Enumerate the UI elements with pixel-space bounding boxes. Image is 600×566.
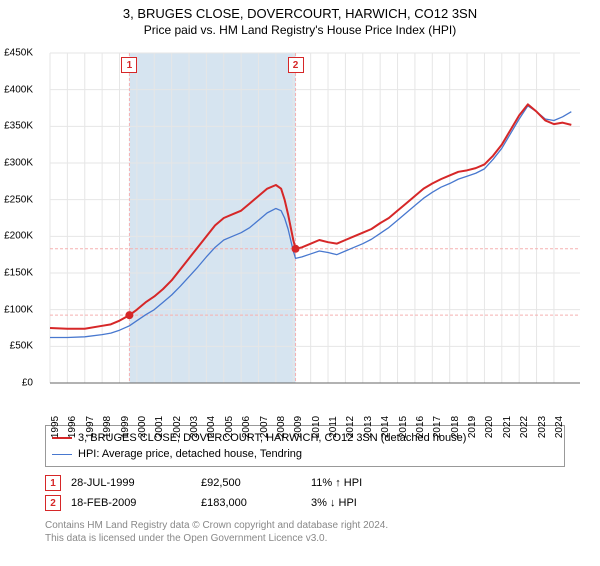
- x-axis-label: 2019: [467, 416, 478, 438]
- x-axis-label: 2000: [137, 416, 148, 438]
- x-axis-label: 2017: [432, 416, 443, 438]
- x-axis-label: 1997: [85, 416, 96, 438]
- y-axis-label: £150K: [4, 268, 33, 279]
- x-axis-label: 2003: [189, 416, 200, 438]
- x-axis-label: 2004: [206, 416, 217, 438]
- x-axis-label: 2024: [554, 416, 565, 438]
- x-axis-label: 2005: [224, 416, 235, 438]
- x-axis-label: 2009: [293, 416, 304, 438]
- x-axis-label: 2015: [398, 416, 409, 438]
- x-axis-label: 2001: [154, 416, 165, 438]
- marker-hpi: 11% ↑ HPI: [311, 477, 411, 489]
- marker-badge: 2: [45, 495, 61, 511]
- x-axis-label: 1998: [102, 416, 113, 438]
- x-axis-label: 2014: [380, 416, 391, 438]
- markers-table: 1 28-JUL-1999 £92,500 11% ↑ HPI 2 18-FEB-2009…: [45, 473, 565, 513]
- legend-swatch: [52, 454, 72, 455]
- x-axis-label: 1996: [67, 416, 78, 438]
- chart-marker-badge: 1: [121, 57, 137, 73]
- x-axis-label: 2010: [311, 416, 322, 438]
- y-axis-label: £200K: [4, 231, 33, 242]
- x-axis-label: 2023: [537, 416, 548, 438]
- marker-price: £92,500: [201, 477, 301, 489]
- y-axis-label: £400K: [4, 84, 33, 95]
- marker-row: 1 28-JUL-1999 £92,500 11% ↑ HPI: [45, 473, 565, 493]
- chart-svg: [35, 43, 595, 423]
- chart-marker-badge: 2: [288, 57, 304, 73]
- x-axis-label: 2008: [276, 416, 287, 438]
- x-axis-label: 2016: [415, 416, 426, 438]
- x-axis-label: 2018: [450, 416, 461, 438]
- x-axis-label: 2012: [345, 416, 356, 438]
- x-axis-label: 1999: [120, 416, 131, 438]
- y-axis-label: £50K: [10, 341, 33, 352]
- footer-line-2: This data is licensed under the Open Gov…: [45, 532, 600, 545]
- x-axis-label: 1995: [50, 416, 61, 438]
- legend-label: HPI: Average price, detached house, Tend…: [78, 448, 302, 460]
- marker-price: £183,000: [201, 497, 301, 509]
- marker-hpi: 3% ↓ HPI: [311, 497, 411, 509]
- y-axis-label: £350K: [4, 121, 33, 132]
- y-axis-label: £450K: [4, 48, 33, 59]
- x-axis-label: 2006: [241, 416, 252, 438]
- chart-title: 3, BRUGES CLOSE, DOVERCOURT, HARWICH, CO…: [0, 6, 600, 21]
- footer: Contains HM Land Registry data © Crown c…: [45, 519, 600, 545]
- legend-row: HPI: Average price, detached house, Tend…: [52, 446, 558, 462]
- marker-badge: 1: [45, 475, 61, 491]
- x-axis-label: 2011: [328, 416, 339, 438]
- x-axis-label: 2002: [172, 416, 183, 438]
- x-axis-label: 2021: [502, 416, 513, 438]
- x-axis-label: 2013: [363, 416, 374, 438]
- y-axis-label: £100K: [4, 304, 33, 315]
- marker-date: 28-JUL-1999: [71, 477, 191, 489]
- chart-area: £0£50K£100K£150K£200K£250K£300K£350K£400…: [35, 43, 595, 423]
- x-axis-label: 2022: [519, 416, 530, 438]
- x-axis-label: 2007: [259, 416, 270, 438]
- y-axis-label: £0: [22, 378, 33, 389]
- x-axis-label: 2020: [484, 416, 495, 438]
- footer-line-1: Contains HM Land Registry data © Crown c…: [45, 519, 600, 532]
- y-axis-label: £300K: [4, 158, 33, 169]
- chart-subtitle: Price paid vs. HM Land Registry's House …: [0, 23, 600, 37]
- marker-row: 2 18-FEB-2009 £183,000 3% ↓ HPI: [45, 493, 565, 513]
- y-axis-label: £250K: [4, 194, 33, 205]
- marker-date: 18-FEB-2009: [71, 497, 191, 509]
